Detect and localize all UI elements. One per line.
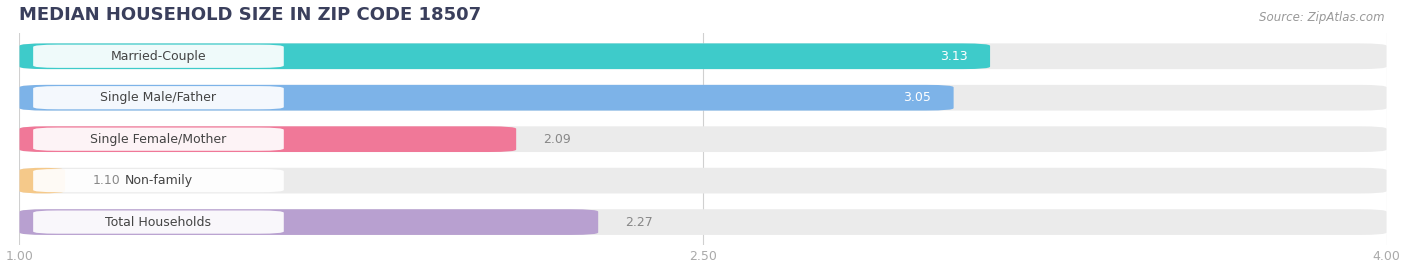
Text: Single Male/Father: Single Male/Father: [100, 91, 217, 104]
FancyBboxPatch shape: [34, 210, 284, 234]
FancyBboxPatch shape: [20, 85, 953, 111]
Text: Source: ZipAtlas.com: Source: ZipAtlas.com: [1260, 11, 1385, 24]
Text: 3.05: 3.05: [903, 91, 931, 104]
FancyBboxPatch shape: [20, 43, 1386, 69]
FancyBboxPatch shape: [20, 126, 1386, 152]
Text: 1.10: 1.10: [93, 174, 120, 187]
FancyBboxPatch shape: [20, 126, 516, 152]
FancyBboxPatch shape: [20, 209, 1386, 235]
FancyBboxPatch shape: [20, 168, 65, 193]
Text: 2.09: 2.09: [544, 133, 571, 146]
Text: Married-Couple: Married-Couple: [111, 50, 207, 63]
Text: Total Households: Total Households: [105, 215, 211, 229]
FancyBboxPatch shape: [20, 209, 598, 235]
FancyBboxPatch shape: [34, 128, 284, 151]
FancyBboxPatch shape: [20, 85, 1386, 111]
Text: 2.27: 2.27: [626, 215, 654, 229]
FancyBboxPatch shape: [34, 86, 284, 109]
Text: 3.13: 3.13: [939, 50, 967, 63]
FancyBboxPatch shape: [34, 45, 284, 68]
Text: MEDIAN HOUSEHOLD SIZE IN ZIP CODE 18507: MEDIAN HOUSEHOLD SIZE IN ZIP CODE 18507: [20, 6, 482, 24]
FancyBboxPatch shape: [34, 169, 284, 192]
FancyBboxPatch shape: [20, 168, 1386, 193]
Text: Single Female/Mother: Single Female/Mother: [90, 133, 226, 146]
Text: Non-family: Non-family: [124, 174, 193, 187]
FancyBboxPatch shape: [20, 43, 990, 69]
